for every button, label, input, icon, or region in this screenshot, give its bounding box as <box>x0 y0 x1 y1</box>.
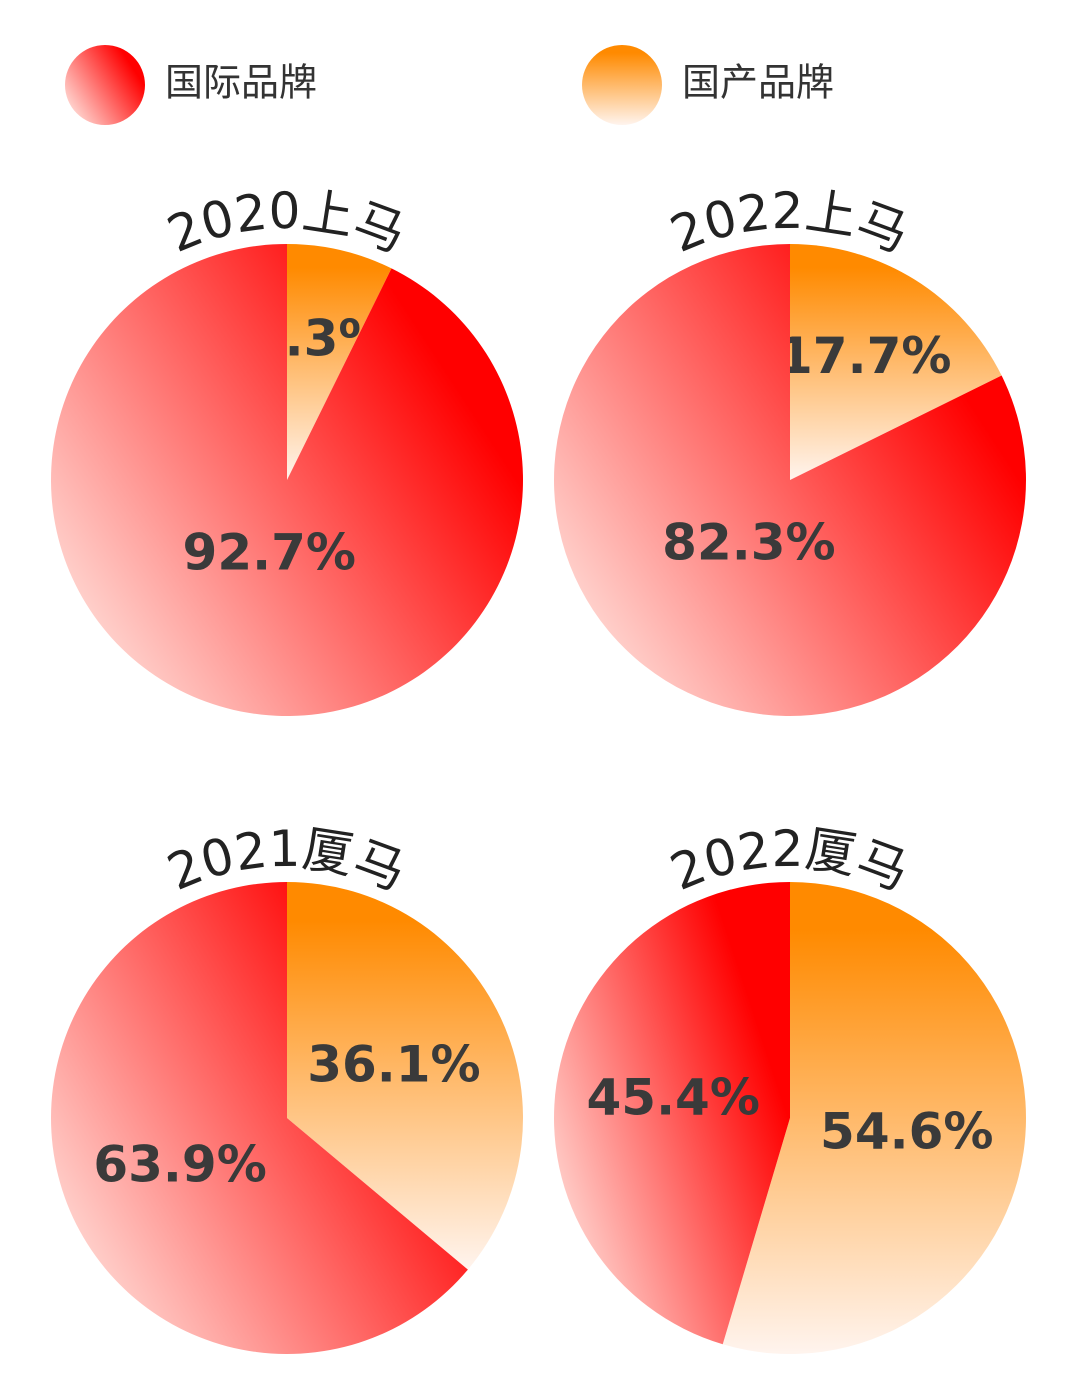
pie-slice <box>287 244 392 480</box>
legend-marker <box>582 45 662 125</box>
data-label: 36.1% <box>307 1036 480 1094</box>
pie-slice <box>554 244 1026 716</box>
data-label: 45.4% <box>586 1069 759 1127</box>
data-label: 92.7% <box>183 523 356 581</box>
data-label: 17.7% <box>778 327 951 385</box>
pie-slice <box>553 882 790 1345</box>
pie-slice <box>50 881 468 1354</box>
pie-slice <box>722 882 1026 1354</box>
pie-slice <box>790 244 1002 480</box>
legend-label: 国际品牌 <box>165 61 317 105</box>
legend-marker <box>65 45 145 125</box>
pie-slice <box>51 244 524 716</box>
pie-slice <box>287 882 523 1270</box>
data-label: 54.6% <box>820 1102 993 1160</box>
data-label: 82.3% <box>662 514 835 572</box>
legend-label: 国产品牌 <box>682 61 834 105</box>
data-label: 63.9% <box>93 1135 266 1193</box>
